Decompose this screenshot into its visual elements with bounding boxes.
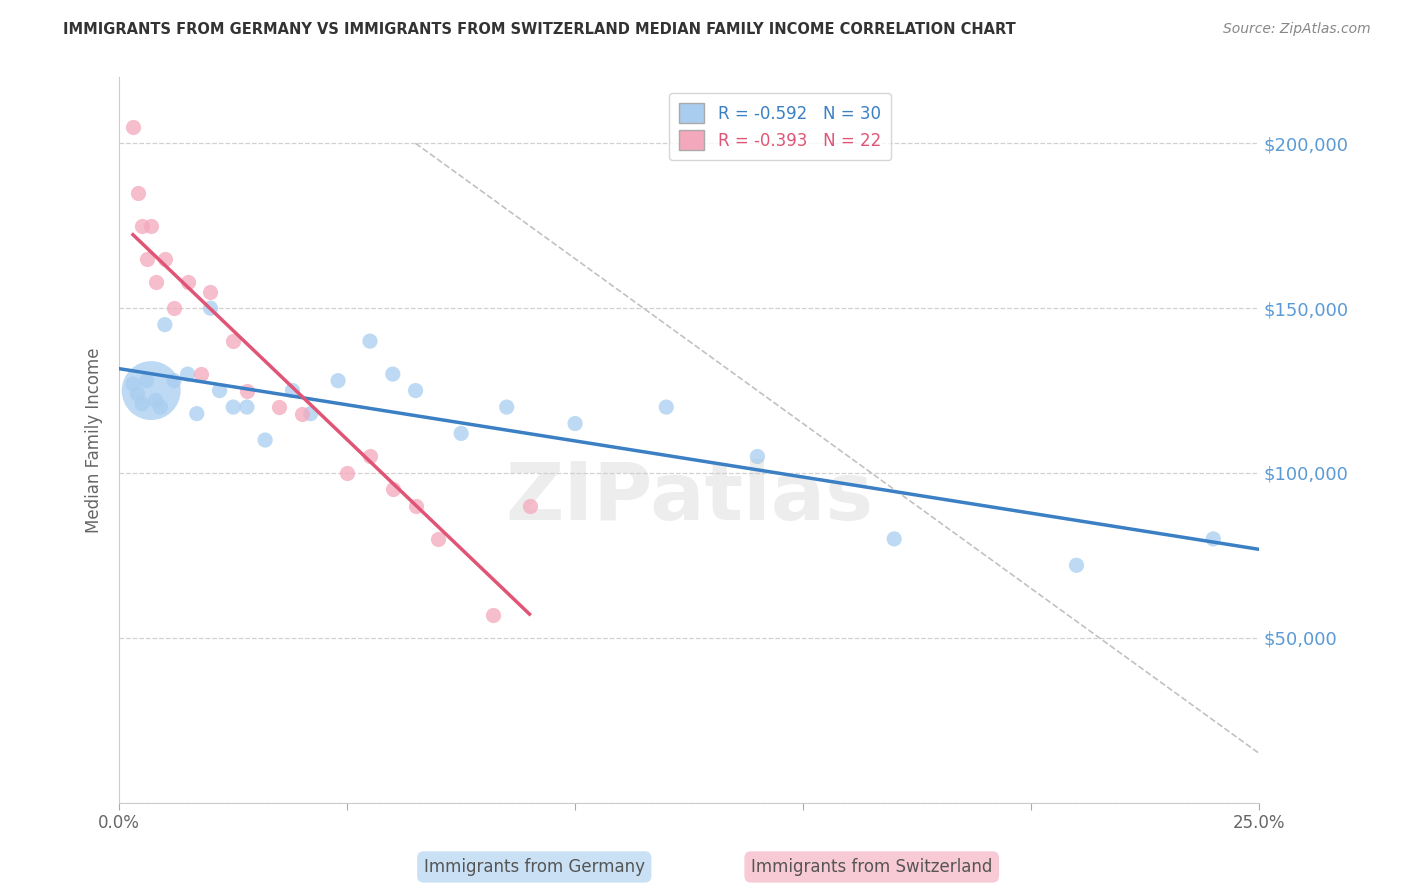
Point (200, 301, 222, 315)
Text: ZIPatlas: ZIPatlas (505, 459, 873, 537)
Point (405, 384, 427, 398)
Text: Source: ZipAtlas.com: Source: ZipAtlas.com (1223, 22, 1371, 37)
Point (1202, 532, 1225, 546)
Point (127, 186, 149, 200)
Point (153, 252, 176, 266)
Point (127, 387, 149, 401)
Point (135, 252, 157, 266)
Point (883, 532, 905, 546)
Point (190, 367, 212, 381)
Point (141, 384, 163, 398)
Point (176, 367, 198, 381)
Point (450, 426, 472, 441)
Point (336, 466, 359, 480)
Point (1066, 558, 1088, 573)
Point (359, 334, 381, 348)
Point (381, 367, 404, 381)
Point (208, 384, 231, 398)
Legend: R = -0.592   N = 30, R = -0.393   N = 22: R = -0.592 N = 30, R = -0.393 N = 22 (669, 93, 891, 161)
Point (163, 374, 186, 388)
Point (131, 219, 153, 233)
Point (564, 417, 586, 431)
Point (299, 407, 322, 421)
Point (145, 275, 167, 289)
Point (482, 607, 505, 622)
Point (254, 433, 277, 447)
Point (131, 397, 153, 411)
Point (176, 275, 198, 289)
Point (186, 407, 208, 421)
Point (359, 450, 381, 464)
Point (222, 334, 245, 348)
Point (427, 532, 450, 546)
Point (326, 374, 349, 388)
Point (236, 384, 259, 398)
Point (141, 219, 163, 233)
Y-axis label: Median Family Income: Median Family Income (86, 347, 103, 533)
Point (381, 483, 404, 497)
Point (145, 393, 167, 408)
Point (200, 285, 222, 299)
Point (495, 400, 517, 414)
Text: Immigrants from Germany: Immigrants from Germany (423, 858, 645, 876)
Point (163, 301, 186, 315)
Point (149, 400, 172, 414)
Point (153, 318, 176, 332)
Point (519, 499, 541, 513)
Point (236, 400, 259, 414)
Text: IMMIGRANTS FROM GERMANY VS IMMIGRANTS FROM SWITZERLAND MEDIAN FAMILY INCOME CORR: IMMIGRANTS FROM GERMANY VS IMMIGRANTS FR… (63, 22, 1017, 37)
Text: Immigrants from Switzerland: Immigrants from Switzerland (751, 858, 993, 876)
Point (135, 374, 157, 388)
Point (122, 376, 145, 391)
Point (291, 407, 314, 421)
Point (281, 384, 304, 398)
Point (405, 499, 427, 513)
Point (222, 400, 245, 414)
Point (747, 450, 769, 464)
Point (122, 120, 145, 134)
Point (655, 400, 678, 414)
Point (267, 400, 290, 414)
